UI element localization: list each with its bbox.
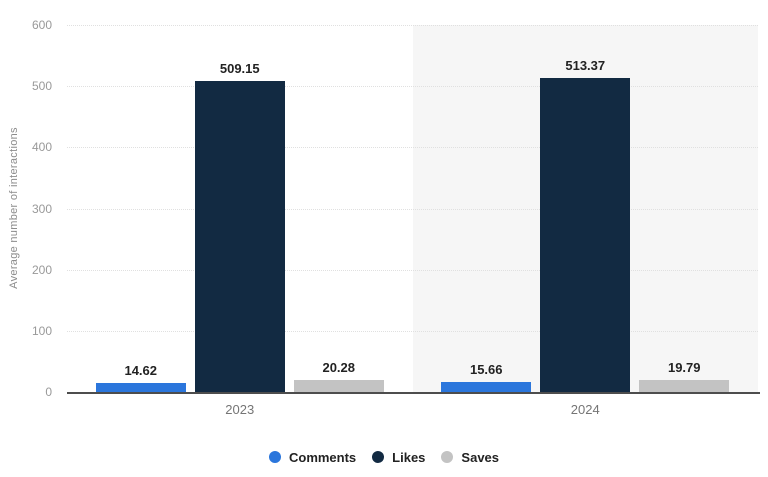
gridline-300: [67, 208, 758, 210]
legend-label-saves: Saves: [461, 449, 500, 465]
y-tick-400: 400: [31, 140, 52, 155]
bar-saves-2023[interactable]: [293, 379, 384, 392]
y-tick-600: 600: [31, 18, 52, 32]
legend-label-comments: Comments: [288, 449, 357, 465]
value-label-comments-2024: 15.66: [469, 362, 503, 378]
bar-likes-2023[interactable]: [194, 80, 285, 392]
gridline-400: [67, 147, 758, 149]
y-tick-200: 200: [31, 262, 52, 277]
legend-item-saves[interactable]: Saves: [441, 450, 499, 465]
legend-item-comments[interactable]: Comments: [268, 449, 357, 465]
bar-likes-2024[interactable]: [540, 77, 631, 392]
y-tick-300: 300: [31, 201, 52, 216]
gridline-500: [67, 86, 758, 88]
bar-comments-2023[interactable]: [95, 383, 186, 392]
y-tick-0: 0: [45, 385, 52, 399]
legend-item-likes[interactable]: Likes: [372, 450, 425, 465]
category-label-2024: 2024: [570, 402, 600, 417]
value-label-saves-2023: 20.28: [322, 359, 356, 375]
legend: Comments Likes Saves: [0, 448, 768, 466]
gridline-600: [67, 25, 758, 26]
value-label-comments-2023: 14.62: [124, 363, 158, 379]
y-tick-500: 500: [31, 79, 52, 94]
legend-dot-saves: [441, 451, 454, 463]
gridline-100: [67, 330, 758, 332]
value-label-likes-2024: 513.37: [565, 57, 606, 73]
y-tick-100: 100: [31, 323, 52, 338]
gridline-200: [67, 269, 758, 271]
legend-label-likes: Likes: [392, 449, 426, 465]
legend-dot-likes: [372, 451, 385, 463]
legend-dot-comments: [268, 451, 281, 463]
category-label-2023: 2023: [225, 402, 255, 417]
bar-saves-2024[interactable]: [639, 379, 730, 392]
value-label-likes-2023: 509.15: [219, 60, 260, 76]
value-label-saves-2024: 19.79: [667, 359, 701, 375]
x-axis-line: [67, 392, 760, 394]
bar-comments-2024[interactable]: [441, 382, 532, 392]
